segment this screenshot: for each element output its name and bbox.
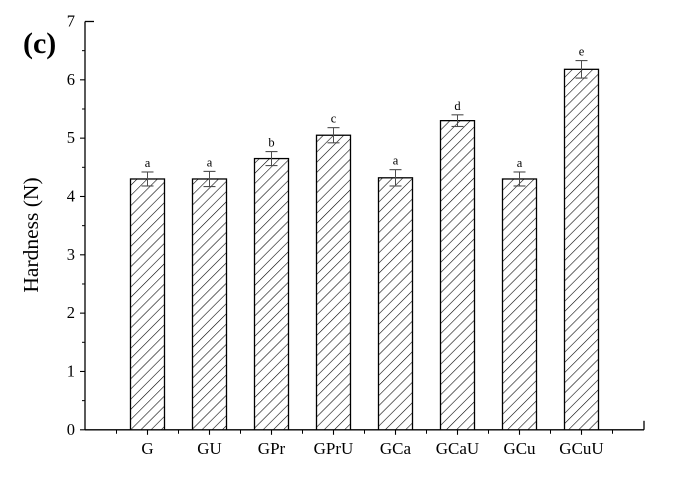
svg-text:a: a <box>207 155 213 169</box>
svg-text:GCu: GCu <box>503 439 536 458</box>
svg-text:GCaU: GCaU <box>436 439 479 458</box>
svg-text:7: 7 <box>67 11 75 30</box>
svg-text:1: 1 <box>67 361 75 380</box>
svg-text:4: 4 <box>67 186 75 205</box>
svg-text:5: 5 <box>67 128 75 147</box>
svg-text:(c): (c) <box>23 27 56 60</box>
svg-text:G: G <box>141 439 153 458</box>
svg-text:0: 0 <box>67 420 75 439</box>
svg-text:GPrU: GPrU <box>314 439 354 458</box>
svg-text:GU: GU <box>197 439 222 458</box>
svg-text:d: d <box>454 99 461 113</box>
svg-text:3: 3 <box>67 245 75 264</box>
svg-text:GCa: GCa <box>380 439 412 458</box>
svg-text:b: b <box>268 136 274 150</box>
svg-text:a: a <box>145 156 151 170</box>
svg-text:a: a <box>393 154 399 168</box>
svg-text:GCuU: GCuU <box>559 439 603 458</box>
svg-text:a: a <box>517 156 523 170</box>
svg-text:c: c <box>331 112 337 126</box>
svg-text:2: 2 <box>67 303 75 322</box>
svg-text:Hardness (N): Hardness (N) <box>19 177 43 292</box>
svg-text:6: 6 <box>67 70 75 89</box>
svg-text:e: e <box>579 45 585 59</box>
svg-text:GPr: GPr <box>258 439 286 458</box>
